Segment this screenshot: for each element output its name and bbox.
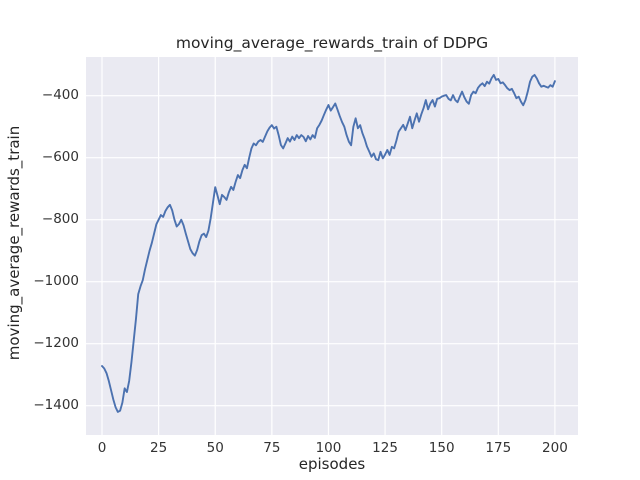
x-tick-label: 200 <box>542 440 568 456</box>
y-tick-label: −1000 <box>33 272 79 289</box>
line-series <box>101 73 556 413</box>
x-tick-label: 75 <box>263 440 281 456</box>
x-tick-label: 150 <box>428 440 455 456</box>
x-tick-label: 100 <box>315 440 342 456</box>
x-tick-label: 25 <box>150 440 168 456</box>
x-tick-label: 125 <box>372 440 398 456</box>
y-tick-label: −1400 <box>33 396 79 413</box>
x-axis-label: episodes <box>298 455 366 473</box>
y-tick-label: −800 <box>41 210 79 227</box>
x-tick-label: 50 <box>206 440 224 456</box>
line-chart-svg <box>86 57 578 435</box>
x-tick-label: 0 <box>97 440 107 456</box>
chart-title: moving_average_rewards_train of DDPG <box>175 34 489 52</box>
y-tick-label: −400 <box>41 86 79 103</box>
y-tick-label: −1200 <box>33 334 79 351</box>
y-axis-label: moving_average_rewards_train <box>5 125 23 361</box>
plot-area <box>86 57 578 435</box>
y-tick-label: −600 <box>41 148 79 165</box>
axes-background <box>86 57 578 435</box>
x-tick-label: 175 <box>485 440 512 456</box>
